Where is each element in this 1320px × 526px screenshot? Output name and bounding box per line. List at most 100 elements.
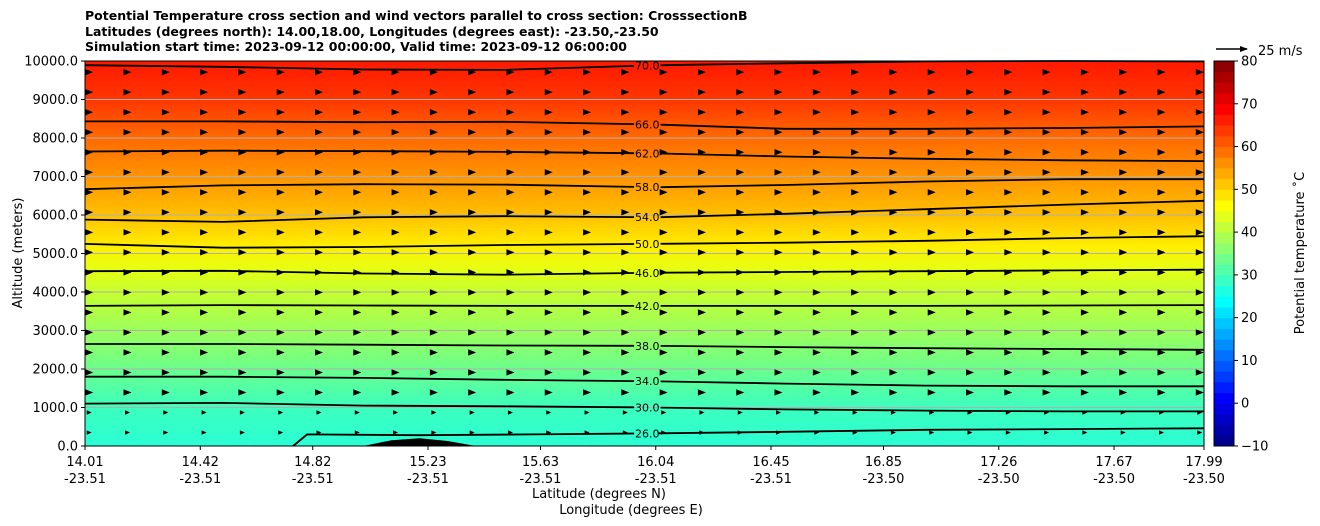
wind-vector: [1119, 369, 1128, 376]
colorbar-band: [1214, 360, 1234, 372]
colorbar-band: [1214, 189, 1234, 201]
contour-line-42.0: [84, 304, 635, 307]
wind-vector: [468, 289, 477, 296]
x-axis-label-lon: Longitude (degrees E): [559, 503, 703, 518]
contour-line-38.0: [660, 345, 1205, 351]
wind-vector: [506, 88, 515, 96]
wind-vector: [314, 129, 323, 136]
wind-vector: [736, 309, 745, 316]
wind-vector: [544, 189, 553, 196]
wind-vector: [697, 289, 706, 296]
wind-vector: [889, 68, 898, 76]
wind-vector: [967, 430, 973, 435]
wind-vector: [661, 410, 667, 415]
colorbar-band: [1214, 371, 1234, 383]
wind-vector: [391, 389, 400, 396]
wind-vector: [774, 189, 783, 196]
wind-vector: [314, 209, 323, 216]
wind-vector: [966, 329, 975, 336]
wind-vector: [1004, 149, 1013, 156]
contour-line-50.0: [84, 243, 635, 249]
wind-vector: [468, 309, 477, 316]
wind-vector: [506, 369, 515, 376]
x-tick-label-lon: -23.51: [407, 472, 449, 487]
wind-vector: [1195, 329, 1204, 336]
wind-vector: [468, 329, 477, 336]
wind-vector: [1157, 349, 1166, 356]
colorbar-band: [1214, 167, 1234, 180]
wind-vector: [123, 189, 132, 196]
contour-line-62.0: [84, 149, 635, 155]
wind-vector: [1004, 88, 1013, 96]
wind-vector: [966, 149, 975, 156]
wind-vector: [1080, 309, 1089, 316]
contour-line-46.0: [660, 268, 1205, 274]
wind-vector: [391, 369, 400, 376]
wind-vector: [889, 169, 898, 176]
colorbar-band: [1214, 242, 1234, 254]
wind-vector: [1195, 389, 1204, 396]
wind-vector: [889, 109, 898, 116]
wind-vector: [123, 129, 132, 136]
wind-vector: [774, 389, 783, 396]
wind-vector: [391, 329, 400, 336]
wind-vector: [1158, 430, 1164, 435]
wind-vector: [1119, 129, 1128, 136]
wind-vector: [429, 309, 438, 316]
colorbar-band: [1214, 82, 1234, 94]
wind-vector: [544, 349, 553, 356]
wind-vector: [429, 209, 438, 216]
wind-vector: [276, 229, 285, 236]
contour-label: 50.0: [635, 238, 660, 251]
contour-line-26.0: [658, 427, 1205, 435]
wind-vector: [889, 189, 898, 196]
wind-vector: [774, 149, 783, 156]
wind-vector: [1004, 389, 1013, 396]
wind-vector: [161, 68, 170, 76]
wind-vector: [1042, 149, 1051, 156]
y-tick-label: 1000.0: [33, 401, 79, 416]
wind-vector: [429, 349, 438, 356]
x-tick-label-lon: -23.51: [520, 472, 562, 487]
wind-vector: [85, 68, 94, 76]
wind-vector: [238, 329, 247, 336]
wind-vector: [506, 349, 515, 356]
wind-vector: [161, 369, 170, 376]
wind-vector: [966, 289, 975, 296]
wind-vector: [200, 349, 209, 356]
colorbar-frame: [1213, 60, 1235, 447]
y-tick-label: 5000.0: [33, 247, 79, 262]
wind-vector: [583, 289, 592, 296]
wind-vector: [851, 329, 860, 336]
wind-vector: [86, 430, 92, 435]
colorbar-band: [1214, 125, 1234, 137]
wind-vector: [621, 169, 630, 176]
wind-vector: [429, 109, 438, 116]
quiver-key: 25 m/s: [1216, 44, 1303, 59]
wind-vector: [1195, 169, 1204, 176]
wind-vector: [890, 430, 896, 435]
colorbar-band: [1214, 381, 1234, 394]
wind-vector: [966, 189, 975, 196]
x-tick-label-lon: -23.50: [1093, 472, 1135, 487]
wind-vector: [584, 410, 590, 415]
wind-vector: [314, 249, 323, 256]
wind-vector: [1195, 269, 1204, 276]
x-tick-label-lat: 14.42: [182, 455, 219, 470]
wind-vector: [851, 389, 860, 396]
wind-vector: [544, 68, 553, 76]
y-tick-label: 10000.0: [24, 55, 78, 70]
wind-vector: [544, 129, 553, 136]
wind-vector: [353, 189, 362, 196]
wind-vector: [544, 249, 553, 256]
wind-vector: [889, 369, 898, 376]
wind-vector: [812, 88, 821, 96]
chart-title: Potential Temperature cross section and …: [85, 8, 748, 55]
wind-vector: [1080, 68, 1089, 76]
wind-vector: [1004, 349, 1013, 356]
wind-vector: [200, 68, 209, 76]
colorbar-band: [1214, 285, 1234, 297]
wind-vector: [1004, 329, 1013, 336]
wind-vector: [966, 389, 975, 396]
wind-vector: [353, 249, 362, 256]
